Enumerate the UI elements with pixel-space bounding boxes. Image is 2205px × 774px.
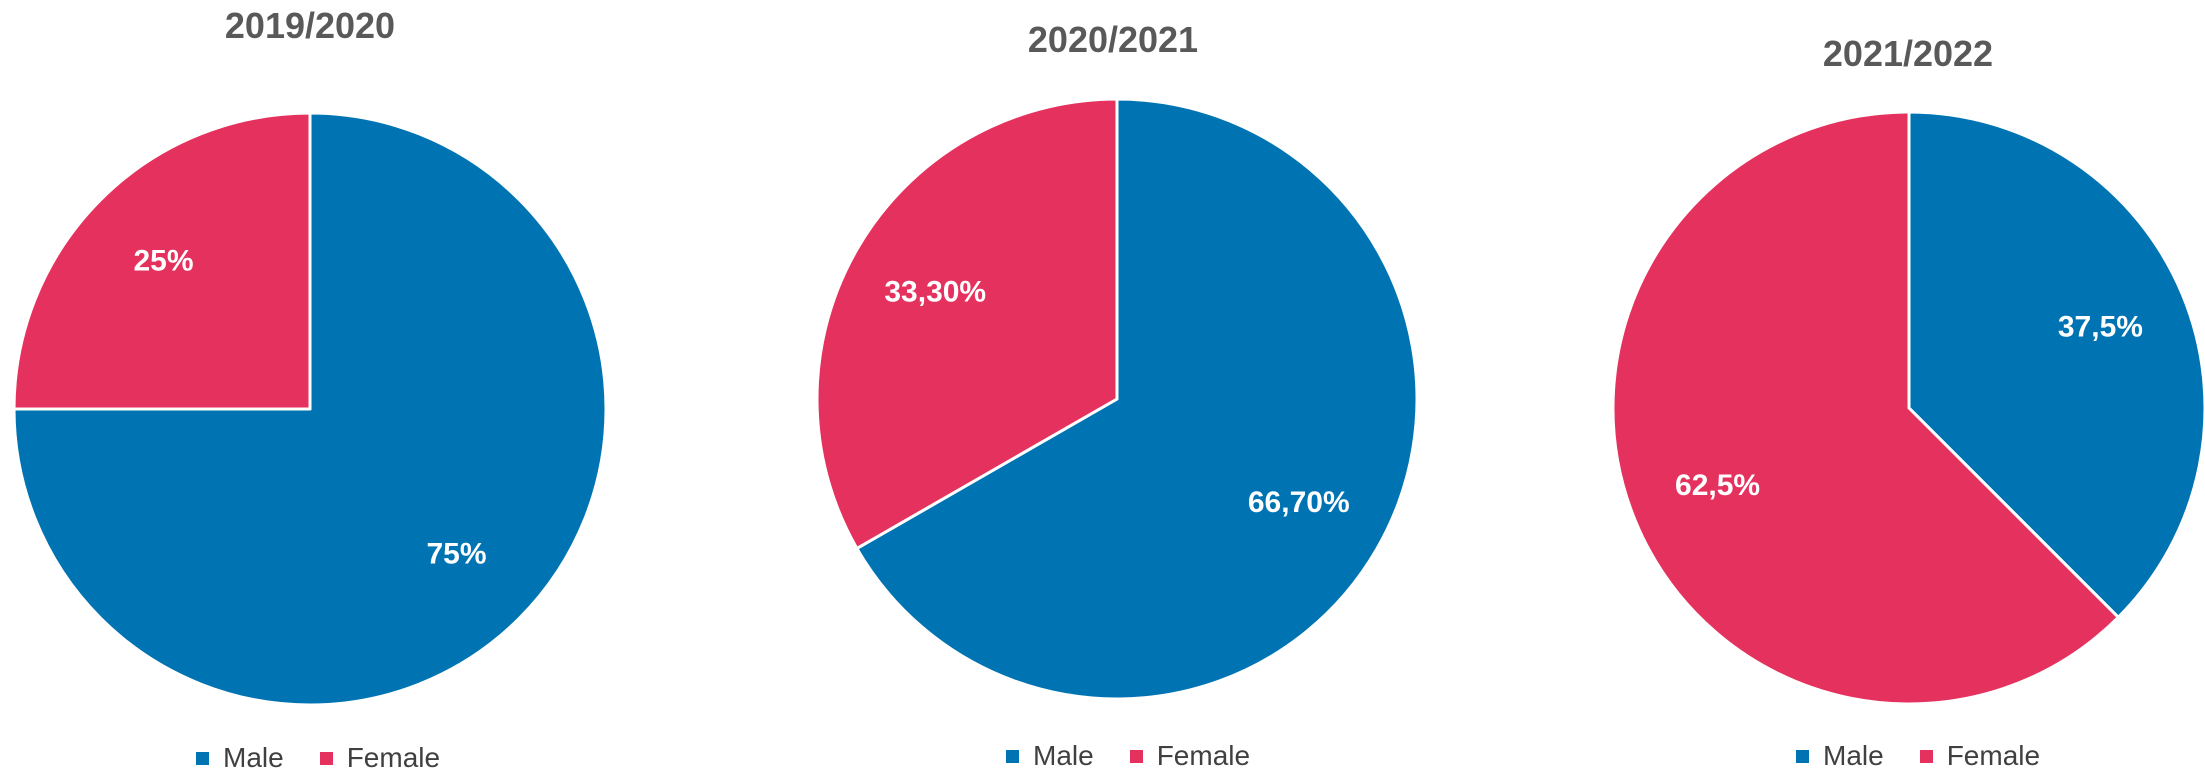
data-label-male: 75% — [426, 537, 486, 570]
legend-item-female: Female — [319, 742, 441, 774]
legend-item-male: Male — [1006, 740, 1094, 772]
legend-3: Male Female — [1796, 740, 2040, 772]
legend-item-female: Female — [1919, 740, 2041, 772]
legend-label-male: Male — [1823, 740, 1884, 771]
legend-label-male: Male — [1033, 740, 1094, 771]
legend-item-male: Male — [1796, 740, 1884, 772]
legend-swatch-female — [1129, 749, 1143, 763]
pie-slice-male — [1907, 110, 2205, 619]
legend-swatch-male — [1796, 749, 1809, 763]
pie-slice-female — [815, 97, 1119, 550]
legend-swatch-female — [319, 751, 333, 765]
data-label-male: 37,5% — [2058, 311, 2143, 344]
legend-item-female: Female — [1129, 740, 1251, 772]
legend-1: Male Female — [196, 742, 440, 774]
legend-swatch-male — [1006, 749, 1019, 763]
chart-title-2: 2020/2021 — [1027, 19, 1199, 60]
pie-slice-female — [1611, 110, 2120, 706]
legend-label-male: Male — [223, 742, 284, 773]
pie-slice-male — [12, 111, 608, 707]
legend-2: Male Female — [1006, 740, 1250, 772]
legend-label-female: Female — [1946, 740, 2041, 771]
legend-swatch-female — [1919, 749, 1933, 763]
data-label-female: 33,30% — [884, 276, 986, 309]
data-label-female: 25% — [133, 244, 193, 277]
data-label-female: 62,5% — [1675, 469, 1760, 502]
legend-label-female: Female — [1156, 740, 1251, 771]
legend-label-female: Female — [346, 742, 441, 773]
pie-slice-male — [855, 97, 1419, 701]
chart-title-1: 2019/2020 — [224, 5, 396, 46]
data-label-male: 66,70% — [1248, 486, 1350, 519]
pie-slice-female — [12, 111, 312, 411]
legend-swatch-male — [196, 751, 209, 765]
legend-item-male: Male — [196, 742, 284, 774]
chart-title-3: 2021/2022 — [1822, 33, 1994, 74]
